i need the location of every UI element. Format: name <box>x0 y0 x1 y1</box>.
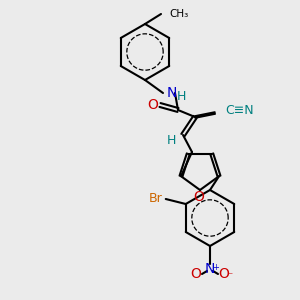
Text: C≡N: C≡N <box>225 104 254 118</box>
Text: ⁻: ⁻ <box>227 271 232 281</box>
Text: +: + <box>213 262 219 272</box>
Text: N: N <box>167 86 177 100</box>
Text: H: H <box>166 134 176 146</box>
Text: H: H <box>177 89 186 103</box>
Text: CH₃: CH₃ <box>169 9 188 19</box>
Text: Br: Br <box>149 193 163 206</box>
Text: N: N <box>205 262 215 276</box>
Text: O: O <box>194 190 204 204</box>
Text: O: O <box>148 98 158 112</box>
Text: O: O <box>219 267 230 281</box>
Text: O: O <box>190 267 201 281</box>
